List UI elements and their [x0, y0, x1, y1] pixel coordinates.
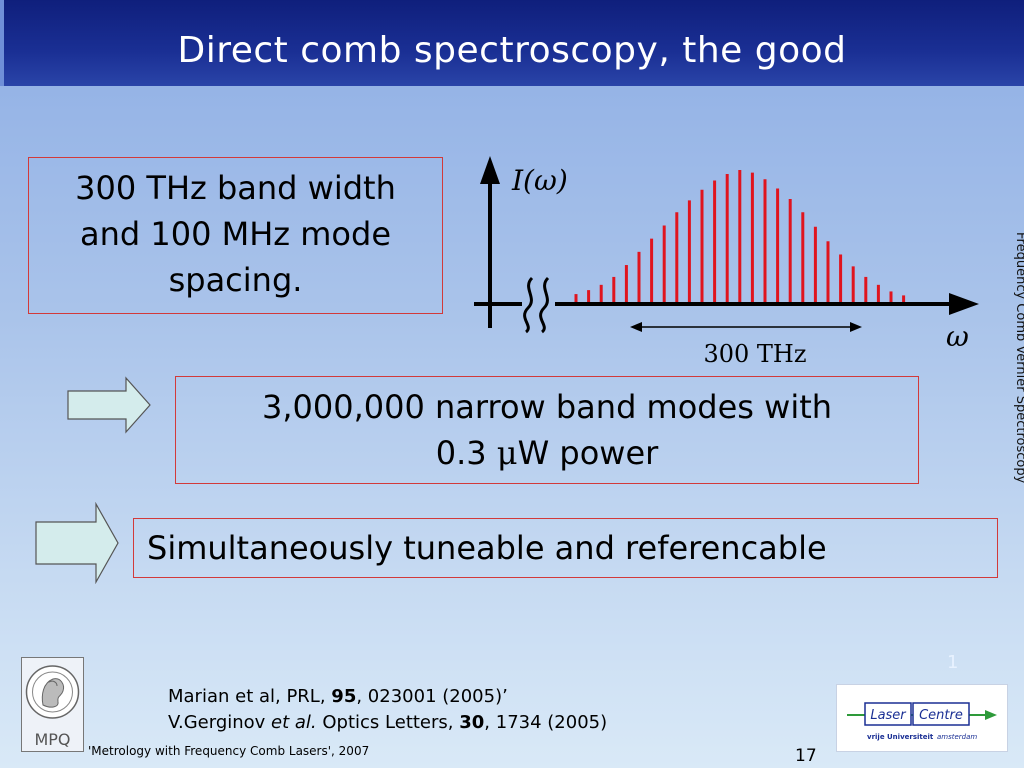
ref1-pages: , 023001 (2005)’	[356, 686, 508, 707]
mpq-logo: MPQ	[21, 657, 84, 752]
mu-symbol: μ	[496, 434, 518, 472]
ref2-author: V.Gerginov	[168, 712, 272, 733]
reference-2: V.Gerginov et al. Optics Letters, 30, 17…	[168, 710, 607, 736]
comb-spectrum-plot: 300 THz I(ω) ω	[474, 156, 979, 368]
bandwidth-line-2: and 100 MHz mode	[79, 215, 391, 253]
modes-power-value: 0.3	[435, 434, 497, 472]
ref1-text: Marian et al, PRL,	[168, 686, 332, 707]
y-axis-label: I(ω)	[511, 164, 568, 197]
ref2-pages: , 1734 (2005)	[484, 712, 608, 733]
reference-1: Marian et al, PRL, 95, 023001 (2005)’	[168, 684, 607, 710]
modes-power-unit: W power	[517, 434, 659, 472]
ghost-slide-number: 1	[947, 652, 959, 673]
page-number: 17	[795, 746, 817, 766]
axis-break-mark-left	[523, 276, 534, 334]
modes-box: 3,000,000 narrow band modes with 0.3 μW …	[175, 376, 919, 484]
slide-title: Direct comb spectroscopy, the good	[177, 30, 847, 71]
y-axis-arrowhead	[480, 156, 500, 184]
ref2-volume: 30	[459, 712, 485, 733]
laser-centre-logo: Laser Centre vrije Universiteit amsterda…	[836, 684, 1008, 752]
centre-word: Centre	[919, 708, 963, 723]
x-axis-arrowhead	[949, 293, 979, 315]
bandwidth-box: 300 THz band width and 100 MHz mode spac…	[28, 157, 443, 314]
arrow-1-icon	[67, 376, 151, 434]
span-arrow-left-head	[630, 322, 642, 332]
tuneable-text: Simultaneously tuneable and referencable	[147, 529, 827, 567]
ref1-volume: 95	[331, 686, 357, 707]
tuneable-box: Simultaneously tuneable and referencable	[133, 518, 998, 578]
vu-text: vrije Universiteit	[867, 733, 934, 741]
title-bar	[0, 0, 1024, 86]
span-label: 300 THz	[703, 340, 806, 368]
references: Marian et al, PRL, 95, 023001 (2005)’ V.…	[168, 684, 607, 736]
comb-lines	[574, 170, 906, 302]
title-bar-edge	[0, 0, 4, 86]
bandwidth-line-1: 300 THz band width	[75, 169, 396, 207]
side-label: Frequency Comb Vernier Spectroscopy	[1013, 232, 1024, 484]
ref2-etal: et al.	[271, 712, 317, 733]
laser-word: Laser	[870, 708, 907, 723]
bandwidth-line-3: spacing.	[168, 261, 303, 299]
x-axis-label: ω	[946, 320, 969, 353]
footer-text: 'Metrology with Frequency Comb Lasers', …	[88, 744, 370, 758]
ref2-journal: Optics Letters,	[316, 712, 460, 733]
axis-break-mark-right	[539, 276, 550, 334]
modes-line-1: 3,000,000 narrow band modes with	[261, 388, 833, 426]
modes-line-2: 0.3 μW power	[176, 430, 918, 476]
mpq-logo-text: MPQ	[34, 730, 70, 749]
arrow-2-icon	[35, 502, 119, 584]
span-arrow-right-head	[850, 322, 862, 332]
amsterdam-text: amsterdam	[937, 733, 977, 741]
